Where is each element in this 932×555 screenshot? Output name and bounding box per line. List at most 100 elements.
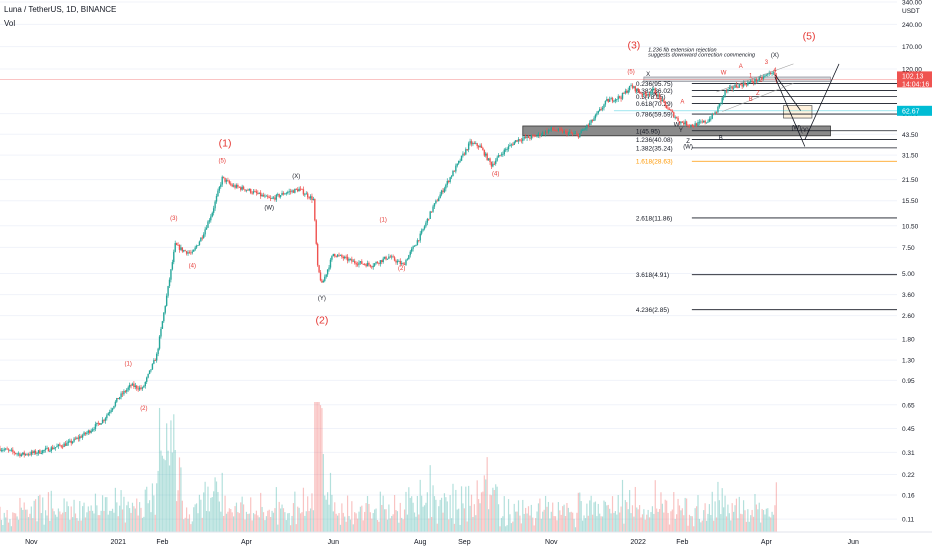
volume-bar (525, 507, 527, 532)
major-wave-label-1: (2) (316, 314, 329, 326)
candle-body (365, 264, 367, 267)
volume-bar (686, 498, 688, 532)
volume-bar (265, 516, 267, 532)
volume-bar (519, 515, 521, 532)
volume-bar (364, 511, 366, 532)
candle-body (37, 450, 40, 454)
candle-body (540, 134, 543, 136)
corrective-label-14: Z (756, 91, 760, 97)
candle-body (281, 192, 283, 196)
candle-body (231, 184, 233, 187)
candle-body (207, 221, 209, 228)
candle-body (32, 451, 34, 453)
volume-bar (244, 519, 246, 532)
corrective-label-21: (W) (791, 125, 801, 131)
candle-body (503, 149, 505, 155)
volume-bar (13, 512, 15, 532)
candle-body (285, 193, 288, 194)
candle-body (203, 234, 205, 238)
candle-body (104, 418, 107, 421)
volume-bar (543, 509, 545, 532)
volume-bar (158, 407, 161, 532)
candle-body (143, 385, 145, 388)
candle-body (600, 109, 602, 110)
volume-bar (556, 520, 558, 532)
candle-body (480, 145, 483, 149)
volume-bar (46, 515, 48, 532)
candles[interactable] (0, 69, 778, 458)
candle-body (123, 391, 125, 395)
volume-bar (473, 504, 475, 532)
volume-bar (332, 511, 334, 532)
candle-body (684, 121, 686, 125)
price-tick-18: 0.45 (902, 426, 915, 433)
candle-body (322, 280, 325, 283)
volume-bar (220, 511, 222, 532)
candle-body (418, 240, 420, 242)
candle-body (265, 195, 268, 197)
candle-body (383, 256, 386, 259)
volume-bar (391, 515, 393, 532)
candle-body (110, 410, 112, 412)
candle-body (446, 180, 448, 185)
volume-bar (771, 511, 773, 532)
volume-bar (67, 506, 69, 532)
volume-bar (741, 514, 743, 532)
volume-bar (9, 519, 11, 532)
candle-body (27, 454, 30, 456)
candle-body (580, 130, 582, 134)
volume-bar (37, 495, 40, 532)
minor-wave-label-3: (4) (189, 263, 196, 269)
candle-body (267, 195, 269, 198)
candle-body (91, 429, 94, 431)
volume-bar (368, 503, 370, 532)
fib-label-6: 1.236(40.08) (636, 137, 673, 144)
candle-body (191, 251, 194, 253)
time-axis[interactable]: Nov 2021 Feb Apr Jun Aug Sep Nov 2022 Feb Apr Jun (0, 531, 932, 550)
volume-bar (291, 515, 293, 532)
candle-body (577, 133, 580, 138)
candle-body (287, 192, 289, 194)
volume-bar (480, 492, 483, 532)
volume-bar (570, 511, 572, 532)
candle-body (546, 130, 548, 133)
volume-bar (559, 510, 561, 532)
candle-body (84, 432, 87, 434)
candle-body (581, 130, 584, 132)
candle-body (361, 261, 363, 264)
candle-body (127, 387, 129, 390)
volume-bar (502, 516, 504, 532)
candle-body (107, 413, 109, 416)
candle-body (299, 188, 302, 190)
candle-body (295, 188, 297, 190)
candle-body (410, 248, 413, 252)
candle-body (704, 120, 706, 123)
candle-body (774, 72, 776, 76)
volume-bar (120, 490, 122, 532)
candle-body (603, 104, 605, 108)
volume-bar (419, 479, 421, 532)
fib-levels: 0.236(95.75)0.382(86.02)0.5(78.15)0.618(… (636, 81, 897, 314)
candle-body (438, 198, 440, 202)
volume-bar (421, 495, 423, 532)
candle-body (87, 430, 90, 433)
candle-body (593, 118, 595, 121)
volume-bar (131, 502, 134, 532)
volume-bar (687, 525, 689, 532)
candle-body (53, 448, 55, 450)
price-axis[interactable]: 340.00240.00170.00120.0060.0043.5031.502… (897, 0, 932, 550)
candle-body (711, 113, 713, 119)
volume-bar (553, 516, 555, 532)
volume-bar (325, 499, 327, 532)
candle-body (381, 260, 383, 263)
candle-body (218, 186, 221, 191)
current-price-value: 102.13 (902, 73, 924, 80)
volume-bar (462, 503, 464, 532)
volume-bar (10, 526, 12, 532)
volume-bar (478, 499, 480, 532)
volume-bar (572, 512, 574, 532)
candle-body (701, 121, 703, 123)
candle-body (12, 449, 14, 452)
